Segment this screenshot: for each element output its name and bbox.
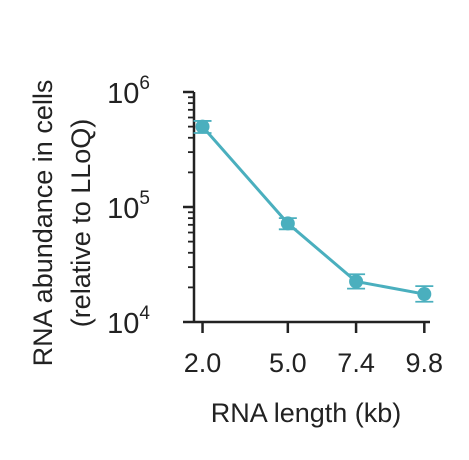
x-tick-label: 7.4 (337, 348, 375, 378)
x-tick-label: 9.8 (406, 348, 444, 378)
data-layer (193, 119, 434, 303)
y-axis-label-line2: (relative to LLoQ) (66, 119, 96, 328)
y-tick-label: 106 (107, 73, 150, 110)
x-axis-label: RNA length (kb) (211, 398, 402, 428)
y-axis-label-line1: RNA abundance in cells (28, 80, 58, 367)
data-point (280, 216, 295, 231)
y-tick-label-exponent: 4 (139, 303, 150, 324)
y-tick-label-exponent: 6 (139, 73, 150, 94)
data-point (417, 287, 432, 302)
data-point (349, 274, 364, 289)
y-tick-label-base: 10 (107, 193, 139, 225)
y-tick-label: 104 (107, 303, 150, 340)
y-tick-label: 105 (107, 188, 150, 225)
x-tick-label: 2.0 (184, 348, 222, 378)
y-tick-label-base: 10 (107, 78, 139, 110)
y-axis-label: RNA abundance in cells (relative to LLoQ… (28, 80, 96, 367)
y-tick-label-exponent: 5 (139, 188, 150, 209)
series-line (201, 125, 425, 296)
data-point (195, 119, 210, 134)
y-tick-label-base: 10 (107, 308, 139, 340)
x-tick-label: 5.0 (269, 348, 307, 378)
